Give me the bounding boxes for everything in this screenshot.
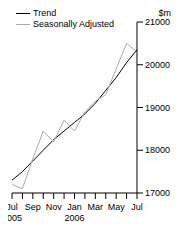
svg-text:Sep: Sep — [25, 202, 41, 212]
svg-text:17000: 17000 — [145, 188, 170, 198]
svg-text:Nov: Nov — [46, 202, 63, 212]
html-text:Seasonally Adjusted: Seasonally Adjusted — [33, 19, 115, 29]
html-text:$m: $m — [158, 8, 171, 18]
html-text:Trend: Trend — [33, 8, 57, 18]
svg-text:19000: 19000 — [145, 103, 170, 113]
svg-text:20000: 20000 — [145, 60, 170, 70]
svg-text:Jan2006: Jan2006 — [64, 202, 84, 223]
svg-text:May: May — [108, 202, 126, 212]
svg-text:Mar: Mar — [88, 202, 104, 212]
svg-text:21000: 21000 — [145, 17, 170, 27]
svg-text:Jul: Jul — [131, 202, 143, 212]
svg-text:Jul2005: Jul2005 — [8, 202, 22, 223]
svg-text:18000: 18000 — [145, 145, 170, 155]
